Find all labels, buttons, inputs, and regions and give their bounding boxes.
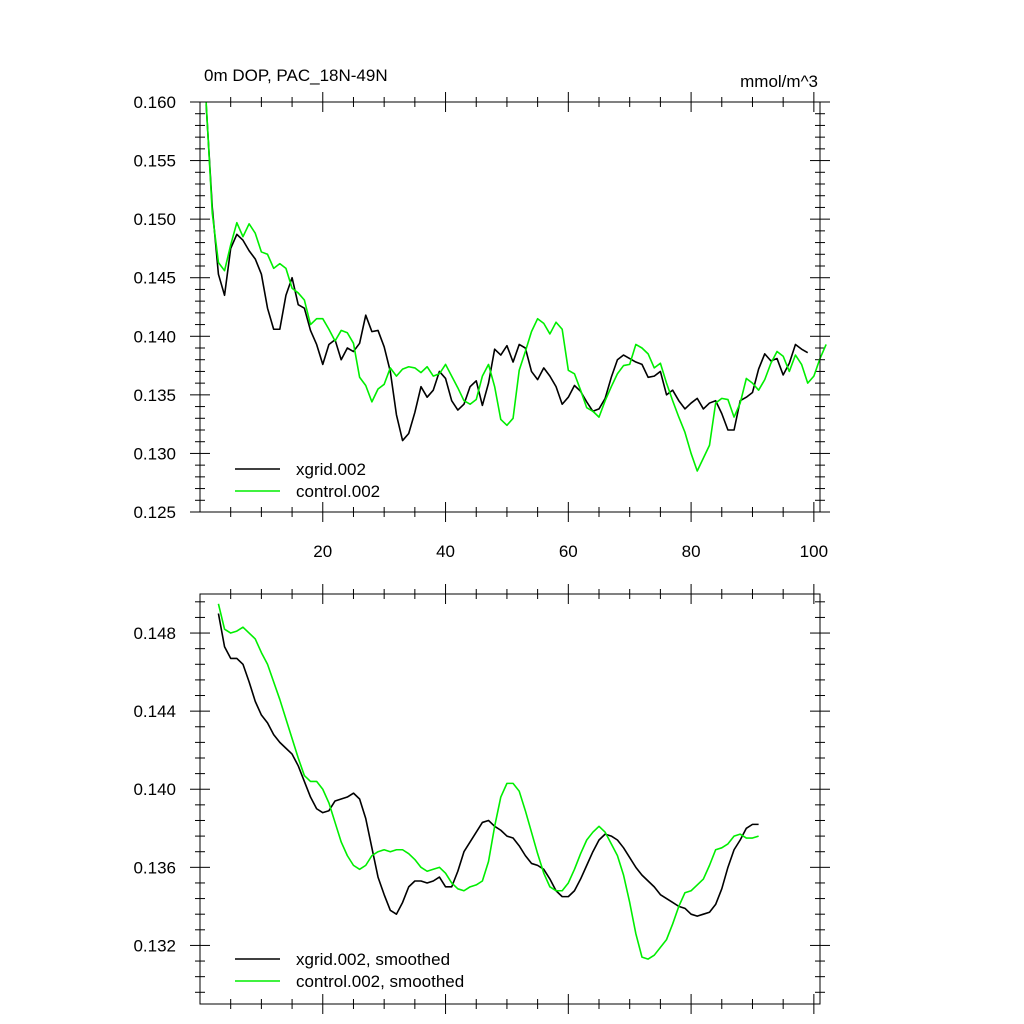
bottom-plot-frame: [199, 593, 821, 1005]
top-series-line-control: [205, 101, 827, 472]
bottom-y-tick-label: 0.140: [133, 780, 176, 799]
bottom-y-tick-label: 0.132: [133, 936, 176, 955]
bottom-legend-label: control.002, smoothed: [296, 972, 464, 991]
top-y-tick-label: 0.155: [133, 152, 176, 171]
top-x-tick-label: 20: [313, 542, 332, 561]
top-y-tick-label: 0.130: [133, 444, 176, 463]
top-y-tick-label: 0.140: [133, 327, 176, 346]
top-series-line-xgrid: [205, 104, 809, 442]
bottom-y-tick-label: 0.148: [133, 624, 176, 643]
top-x-tick-label: 80: [682, 542, 701, 561]
top-x-tick-label: 100: [800, 542, 828, 561]
bottom-chart-panel: 0.148 0.144 0.140 0.136 0.132 xgrid.002, smo…: [133, 584, 830, 1014]
top-chart-panel: 0m DOP, PAC_18N-49N mmol/m^3 20 40 60 80 100…: [133, 66, 830, 561]
top-plot-frame: [199, 101, 821, 513]
top-axis-ticks: 20 40 60 80 100 0.160 0.155 0.150 0.145 0.140 0.13…: [133, 92, 830, 561]
top-y-tick-label: 0.135: [133, 386, 176, 405]
chart-units: mmol/m^3: [740, 72, 818, 91]
bottom-series-line-control: [217, 603, 759, 960]
top-y-tick-label: 0.145: [133, 269, 176, 288]
top-legend: xgrid.002 control.002: [235, 460, 380, 501]
bottom-legend: xgrid.002, smoothed control.002, smoothed: [235, 950, 464, 991]
top-legend-label: control.002: [296, 482, 380, 501]
top-x-tick-label: 60: [559, 542, 578, 561]
top-series-group: [205, 101, 827, 472]
bottom-series-group: [217, 603, 759, 960]
top-y-tick-label: 0.125: [133, 503, 176, 522]
bottom-axis-ticks: 0.148 0.144 0.140 0.136 0.132: [133, 584, 830, 1014]
bottom-y-tick-label: 0.136: [133, 858, 176, 877]
bottom-series-line-xgrid: [217, 613, 759, 917]
top-y-tick-label: 0.160: [133, 93, 176, 112]
bottom-legend-label: xgrid.002, smoothed: [296, 950, 450, 969]
top-y-tick-label: 0.150: [133, 210, 176, 229]
top-x-tick-label: 40: [436, 542, 455, 561]
bottom-y-tick-label: 0.144: [133, 702, 176, 721]
top-legend-label: xgrid.002: [296, 460, 366, 479]
chart-title: 0m DOP, PAC_18N-49N: [204, 66, 388, 85]
